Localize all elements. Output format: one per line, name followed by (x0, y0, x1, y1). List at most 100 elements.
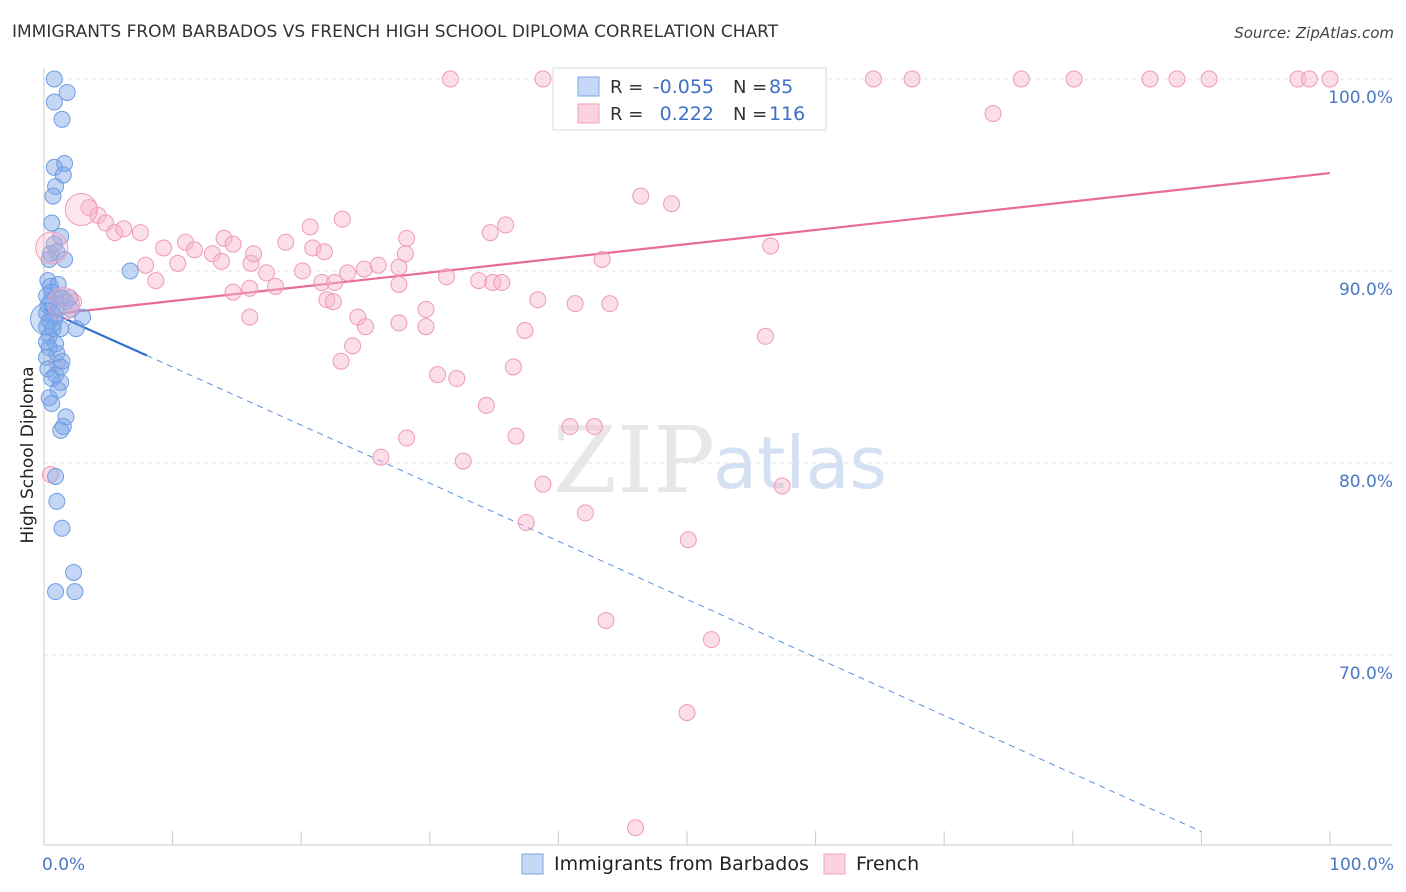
french-point (372, 448, 390, 466)
barbados-point (44, 187, 62, 205)
barbados-point (43, 214, 61, 232)
trend-line-french (43, 171, 1331, 317)
source-credit: Source: ZipAtlas.com (1234, 24, 1394, 42)
trend-line-barbados-extension (146, 355, 1202, 833)
barbados-point (66, 583, 84, 601)
french-point-large (35, 231, 69, 265)
french-point (390, 275, 408, 293)
french-point (576, 504, 594, 522)
french-point (224, 235, 242, 253)
barbados-point (57, 408, 75, 426)
french-point (470, 272, 488, 290)
french-point (257, 264, 275, 282)
french-point (326, 274, 344, 292)
french-point (627, 819, 645, 837)
french-point (566, 295, 584, 313)
bottom-legend-label-french: French (856, 853, 919, 875)
french-point (147, 272, 165, 290)
french-point (864, 70, 882, 88)
french-point (224, 283, 242, 301)
french-point (762, 237, 780, 255)
legend-swatch-french (577, 103, 600, 124)
gridlines (44, 78, 1392, 656)
watermark-zip: ZIP (553, 407, 715, 514)
barbados-point-large (30, 302, 64, 336)
french-point (1168, 70, 1186, 88)
legend-r-value-barbados: -0.055 (653, 76, 714, 98)
french-point (266, 277, 284, 295)
french-point (169, 254, 187, 272)
french-point (390, 258, 408, 276)
bottom-legend-swatch-french (823, 853, 846, 875)
french-point (903, 70, 921, 88)
bottom-legend-swatch-barbados (521, 853, 544, 875)
french-point (241, 308, 259, 326)
french-point (632, 187, 650, 205)
french-point (601, 295, 619, 313)
barbados-point (53, 110, 71, 128)
bottom-legend-label-barbados: Immigrants from Barbados (554, 853, 809, 875)
french-point (241, 279, 259, 297)
french-point (212, 252, 230, 270)
french-point (417, 318, 435, 336)
legend-r-label-french: R = (610, 104, 649, 125)
french-point (398, 429, 416, 447)
french-point (663, 195, 681, 213)
french-point (534, 475, 552, 493)
french-point (454, 452, 472, 470)
french-point (679, 531, 697, 549)
french-point-large (46, 287, 80, 321)
french-point (390, 314, 408, 332)
legend-n-label-barbados: N = (733, 77, 773, 98)
french-point (1012, 70, 1030, 88)
french-point (1321, 70, 1339, 88)
french-point (277, 233, 295, 251)
french-point (481, 224, 499, 242)
french-point (338, 264, 356, 282)
barbados-point (47, 178, 65, 196)
french-point (1200, 70, 1218, 88)
french-point (344, 337, 362, 355)
french-point (155, 239, 173, 257)
barbados-point (56, 250, 74, 268)
french-point (484, 274, 502, 292)
french-point (131, 224, 149, 242)
french-point (115, 220, 133, 238)
barbados-point (48, 492, 66, 510)
french-point (534, 70, 552, 88)
legend-n-value-barbados: 85 (769, 76, 793, 98)
french-point (597, 611, 615, 629)
french-point (507, 427, 525, 445)
y-axis-title: High School Diploma (18, 366, 38, 543)
barbados-point (58, 83, 76, 101)
legend-r-value-french: 0.222 (660, 103, 714, 125)
french-point (504, 358, 522, 376)
french-point (315, 243, 333, 261)
y-tick-label: 100.0% (1328, 88, 1393, 108)
barbados-point (52, 421, 70, 439)
french-point (585, 418, 603, 436)
french-point (773, 477, 791, 495)
barbados-point (45, 70, 63, 88)
french-point (756, 327, 774, 345)
french-point (318, 291, 336, 309)
barbados-point (47, 467, 65, 485)
chart-title: IMMIGRANTS FROM BARBADOS VS FRENCH HIGH … (12, 22, 779, 42)
french-point (398, 229, 416, 247)
stats-legend: R = -0.055 N = 85 R = 0.222 N = 116 (552, 67, 827, 131)
french-point (357, 318, 374, 336)
barbados-point (47, 583, 65, 601)
barbados-point (121, 262, 139, 280)
french-point (1289, 70, 1307, 88)
french-point (516, 322, 534, 340)
french-point (477, 396, 495, 414)
french-point (497, 216, 515, 234)
french-point (313, 274, 331, 292)
french-point (293, 262, 311, 280)
french-point (215, 229, 233, 247)
axes (43, 68, 1392, 846)
french-point (493, 274, 511, 292)
watermark-atlas: atlas (713, 421, 887, 505)
barbados-point (67, 320, 85, 338)
